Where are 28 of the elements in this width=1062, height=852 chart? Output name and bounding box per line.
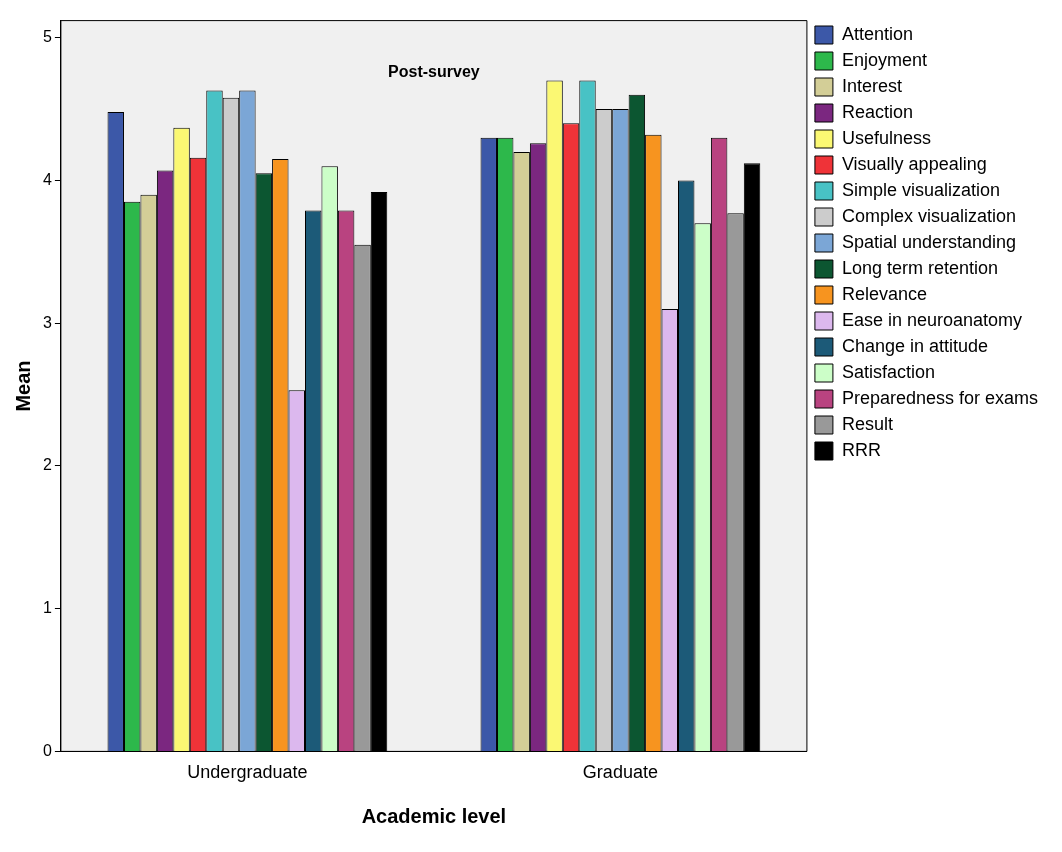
legend-label: Visually appealing — [841, 153, 987, 174]
x-tick-label: Undergraduate — [187, 762, 308, 783]
y-tick-label: 3 — [42, 313, 52, 331]
legend-label: Satisfaction — [841, 361, 935, 382]
y-tick-label: 5 — [42, 28, 52, 46]
x-tick-label: Graduate — [582, 762, 658, 783]
legend-label: Simple visualization — [841, 179, 1000, 200]
legend-label: RRR — [841, 439, 881, 460]
text: Post-survey — [388, 63, 480, 81]
legend-label: Change in attitude — [841, 335, 989, 356]
legend-label: Complex visualization — [841, 205, 1016, 226]
y-axis-title: Mean — [11, 360, 34, 412]
legend-label: Ease in neuroanatomy — [841, 309, 1023, 330]
legend-label: Attention — [841, 23, 913, 44]
legend-label: Relevance — [841, 283, 927, 304]
legend-label: Spatial understanding — [841, 231, 1017, 252]
y-tick-label: 2 — [42, 456, 52, 474]
y-tick-label: 0 — [42, 741, 52, 759]
legend-label: Interest — [841, 75, 902, 96]
legend-label: Preparedness for exams — [841, 387, 1038, 408]
legend-label: Long term retention — [841, 257, 998, 278]
legend-label: Enjoyment — [841, 49, 927, 70]
legend-label: Usefulness — [841, 127, 931, 148]
legend-label: Result — [841, 413, 893, 434]
y-tick-label: 1 — [42, 599, 52, 617]
x-axis-title: Academic level — [361, 804, 507, 827]
legend-label: Reaction — [841, 101, 913, 122]
y-tick-label: 4 — [42, 170, 52, 188]
